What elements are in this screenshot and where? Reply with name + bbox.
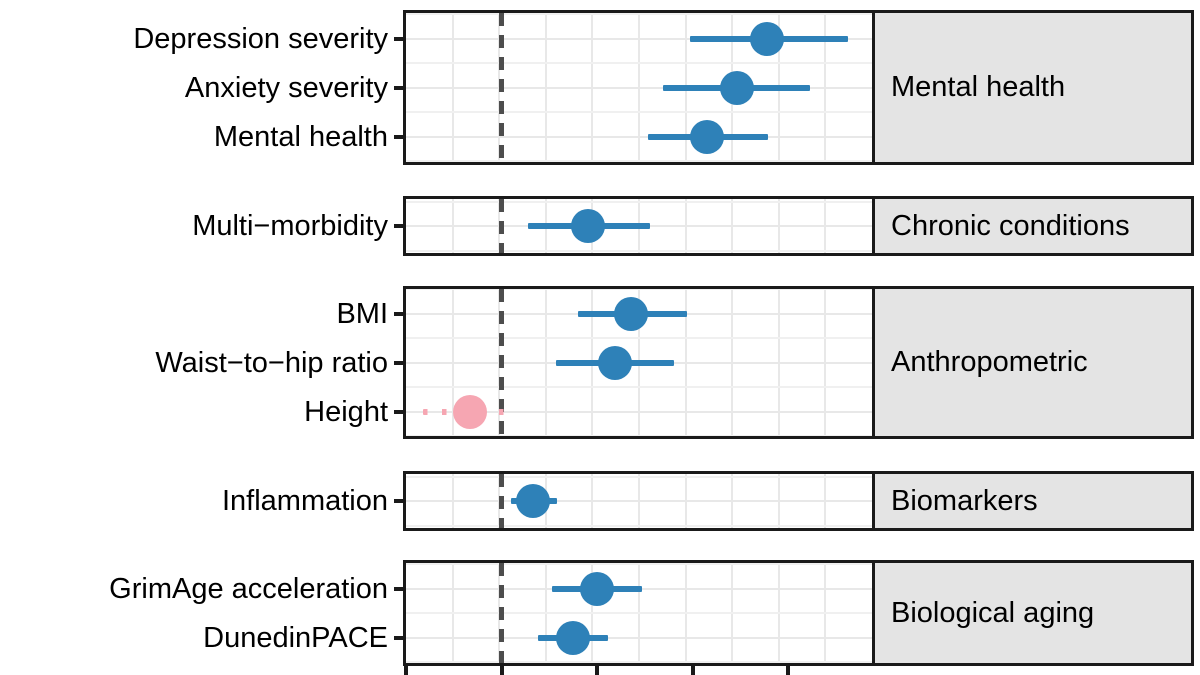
gridline-minor — [406, 661, 872, 663]
gridline-minor — [406, 612, 872, 614]
plot-panel — [403, 560, 875, 666]
estimate-point — [690, 119, 725, 154]
gridline — [406, 86, 872, 89]
facet-strip-label: Mental health — [891, 71, 1066, 103]
facet-strip: Anthropometric — [872, 286, 1194, 439]
y-axis-tick — [394, 311, 405, 316]
y-axis-tick — [394, 85, 405, 90]
estimate-point — [452, 394, 487, 429]
y-axis-tick — [394, 224, 405, 228]
estimate-point — [598, 345, 633, 380]
gridline-minor — [406, 524, 872, 527]
plot-panel — [403, 10, 875, 165]
estimate-point — [749, 21, 784, 56]
facet-strip: Biological aging — [872, 560, 1194, 666]
reference-line — [499, 13, 505, 162]
plot-panel — [403, 286, 875, 439]
row-label: Inflammation — [221, 485, 388, 517]
estimate-point — [719, 70, 754, 105]
gridline-minor — [406, 200, 872, 203]
row-label: Anxiety severity — [184, 71, 388, 104]
row-label: DunedinPACE — [203, 621, 388, 654]
gridline-minor — [406, 337, 872, 339]
facet-strip: Chronic conditions — [872, 196, 1194, 256]
gridline — [406, 410, 872, 413]
facet-strip-label: Biological aging — [891, 596, 1095, 629]
gridline-minor — [406, 62, 872, 64]
gridline-minor — [406, 563, 872, 565]
gridline-minor — [406, 289, 872, 290]
y-axis-tick — [394, 134, 405, 139]
reference-line — [499, 563, 505, 663]
y-axis-tick — [394, 499, 405, 503]
gridline-minor — [406, 435, 872, 436]
row-label: Multi−morbidity — [192, 210, 388, 242]
estimate-point — [580, 571, 615, 606]
y-axis-tick — [394, 409, 405, 414]
row-label: Waist−to−hip ratio — [155, 346, 388, 379]
facet-strip: Mental health — [872, 10, 1194, 165]
gridline — [406, 135, 872, 138]
facet-strip: Biomarkers — [872, 471, 1194, 531]
reference-line — [499, 474, 505, 528]
x-axis-tick — [404, 666, 408, 675]
y-axis-tick — [394, 586, 405, 591]
gridline-minor — [406, 111, 872, 113]
reference-line — [499, 289, 505, 436]
gridline-minor — [406, 160, 872, 162]
gridline-minor — [406, 13, 872, 15]
x-axis-tick — [786, 666, 791, 675]
gridline-minor — [406, 475, 872, 478]
y-axis-tick — [394, 360, 405, 365]
gridline — [406, 37, 872, 40]
estimate-point — [555, 620, 590, 655]
reference-line — [499, 199, 505, 253]
facet-strip-label: Chronic conditions — [891, 209, 1130, 242]
y-axis-tick — [394, 36, 405, 41]
row-label: GrimAge acceleration — [109, 572, 388, 605]
gridline-minor — [406, 386, 872, 388]
row-label: Height — [304, 395, 388, 428]
gridline — [406, 500, 872, 502]
x-axis-tick — [595, 666, 600, 675]
gridline-minor — [406, 249, 872, 252]
row-label: BMI — [336, 297, 388, 330]
estimate-point — [614, 296, 649, 331]
facet-strip-label: Anthropometric — [891, 346, 1088, 378]
x-axis-tick — [499, 666, 504, 675]
estimate-point — [571, 209, 606, 243]
row-label: Mental health — [213, 120, 388, 153]
facet-strip-label: Biomarkers — [891, 484, 1038, 517]
estimate-point — [516, 484, 551, 518]
plot-panel — [403, 471, 875, 531]
row-label: Depression severity — [133, 22, 388, 55]
x-axis-tick — [690, 666, 695, 675]
gridline — [406, 636, 872, 639]
y-axis-tick — [394, 635, 405, 640]
plot-panel — [403, 196, 875, 256]
